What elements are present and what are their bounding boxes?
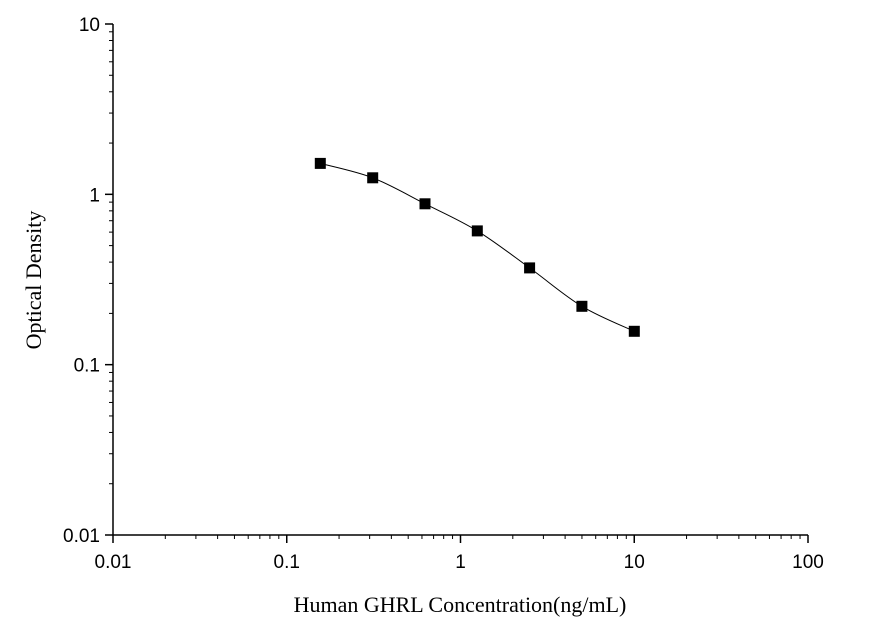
- y-axis-title: Optical Density: [21, 211, 46, 350]
- y-axis-tick-labels: 0.01 0.1 1 10: [63, 15, 100, 547]
- data-point: [524, 262, 536, 274]
- x-axis-title: Human GHRL Concentration(ng/mL): [294, 592, 627, 617]
- data-point: [628, 325, 640, 337]
- y-tick-label: 1: [89, 185, 100, 206]
- y-tick-label: 10: [79, 15, 100, 36]
- x-tick-label: 0.1: [274, 552, 300, 573]
- x-axis-ticks: [112, 535, 809, 543]
- y-tick-label: 0.1: [74, 356, 100, 377]
- data-point: [367, 172, 379, 184]
- x-tick-label: 0.01: [95, 552, 132, 573]
- x-tick-label: 100: [792, 552, 824, 573]
- data-point: [314, 157, 326, 169]
- data-point: [419, 198, 431, 210]
- data-point: [576, 300, 588, 312]
- data-point: [471, 225, 483, 237]
- series-points: [314, 157, 640, 337]
- x-tick-label: 1: [455, 552, 466, 573]
- x-tick-label: 10: [624, 552, 645, 573]
- y-axis-ticks: [105, 23, 113, 536]
- plot-area: 0.01 0.1 1 10 100 0.01 0.1 1 10: [63, 15, 824, 573]
- y-tick-label: 0.01: [63, 526, 100, 547]
- x-axis-tick-labels: 0.01 0.1 1 10 100: [95, 552, 824, 573]
